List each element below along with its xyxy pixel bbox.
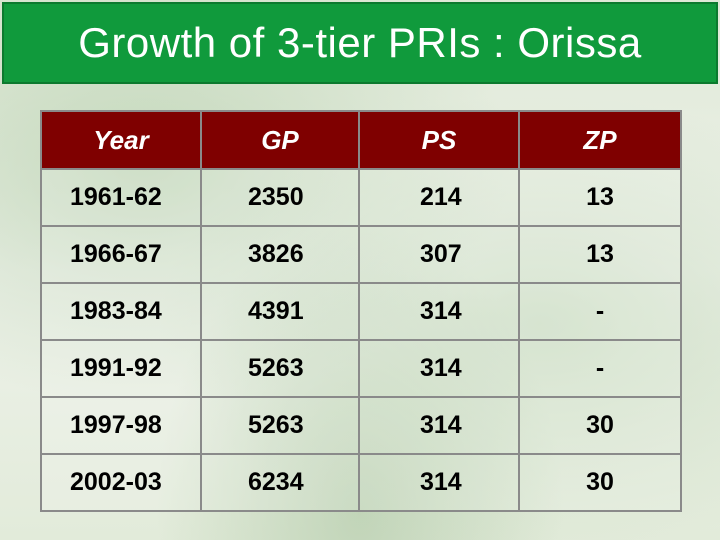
cell-year: 1997-98 (40, 396, 202, 455)
cell-gp: 4391 (200, 282, 360, 341)
cell-zp: - (518, 282, 682, 341)
cell-year: 1961-62 (40, 168, 202, 227)
table-row: 1997-98 5263 314 30 (40, 396, 682, 455)
table-header: Year GP PS ZP (40, 110, 682, 170)
header-ps: PS (358, 110, 520, 170)
cell-zp: 30 (518, 453, 682, 512)
slide-title: Growth of 3-tier PRIs : Orissa (78, 19, 642, 66)
header-year: Year (40, 110, 202, 170)
cell-year: 2002-03 (40, 453, 202, 512)
cell-gp: 5263 (200, 396, 360, 455)
cell-zp: - (518, 339, 682, 398)
title-bar: Growth of 3-tier PRIs : Orissa (2, 2, 718, 84)
table-row: 1961-62 2350 214 13 (40, 168, 682, 227)
table-row: 1966-67 3826 307 13 (40, 225, 682, 284)
cell-gp: 5263 (200, 339, 360, 398)
table-row: 1983-84 4391 314 - (40, 282, 682, 341)
table-body: 1961-62 2350 214 13 1966-67 3826 307 13 … (40, 168, 682, 512)
cell-ps: 314 (358, 396, 520, 455)
cell-ps: 214 (358, 168, 520, 227)
cell-zp: 13 (518, 168, 682, 227)
cell-ps: 314 (358, 453, 520, 512)
header-gp: GP (200, 110, 360, 170)
header-row: Year GP PS ZP (40, 110, 682, 170)
table-row: 2002-03 6234 314 30 (40, 453, 682, 512)
cell-zp: 30 (518, 396, 682, 455)
pri-growth-table: Year GP PS ZP 1961-62 2350 214 13 1966-6… (40, 110, 682, 512)
cell-ps: 314 (358, 339, 520, 398)
table-row: 1991-92 5263 314 - (40, 339, 682, 398)
cell-year: 1991-92 (40, 339, 202, 398)
cell-gp: 3826 (200, 225, 360, 284)
cell-gp: 2350 (200, 168, 360, 227)
cell-year: 1966-67 (40, 225, 202, 284)
cell-zp: 13 (518, 225, 682, 284)
cell-ps: 307 (358, 225, 520, 284)
header-zp: ZP (518, 110, 682, 170)
cell-year: 1983-84 (40, 282, 202, 341)
cell-gp: 6234 (200, 453, 360, 512)
data-table-container: Year GP PS ZP 1961-62 2350 214 13 1966-6… (40, 110, 682, 512)
cell-ps: 314 (358, 282, 520, 341)
